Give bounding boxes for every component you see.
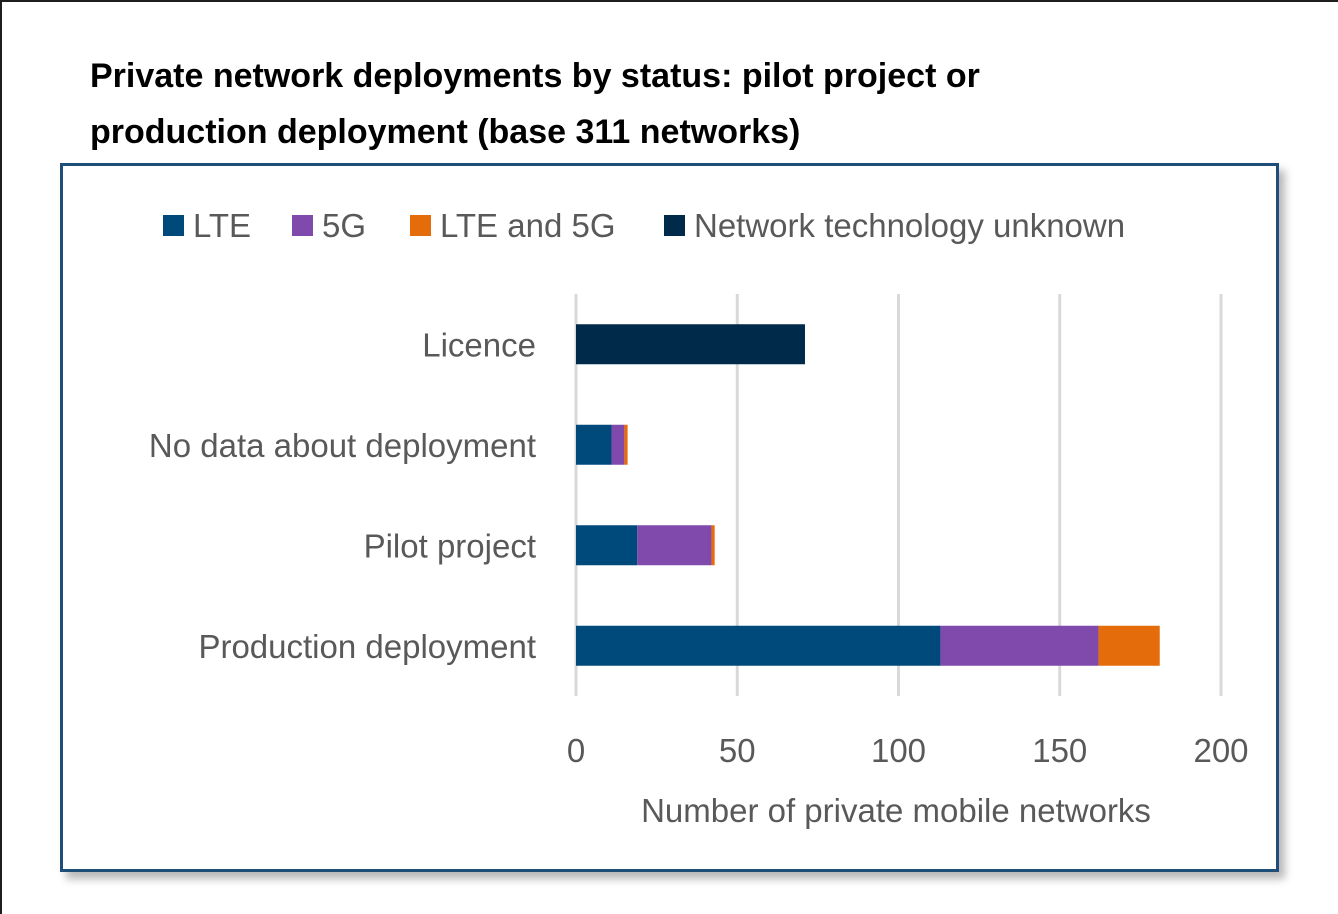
category-label: Licence <box>422 326 536 363</box>
x-tick-label: 50 <box>719 732 756 769</box>
legend-label: 5G <box>322 207 366 244</box>
figure-title-line-2: production deployment (base 311 networks… <box>90 113 801 151</box>
legend-label: LTE and 5G <box>440 207 616 244</box>
bar-segment-lte-pilot-project <box>576 525 638 566</box>
figure-title: Private network deployments by status: p… <box>90 48 1190 160</box>
chart-box: LTE 5G LTE and 5G Network technology unknow… <box>60 163 1279 872</box>
category-label: Pilot project <box>364 527 536 564</box>
bar-segment-lte-production-deployment <box>576 625 941 666</box>
legend-label: Network technology unknown <box>694 207 1125 244</box>
category-label: No data about deployment <box>149 427 536 464</box>
legend-item-lte: LTE <box>163 207 251 244</box>
legend-item-lte-and-5g: LTE and 5G <box>410 207 616 244</box>
x-tick-label: 150 <box>1032 732 1087 769</box>
legend-swatch <box>410 215 431 236</box>
bar-segment-5g-production-deployment <box>940 625 1099 666</box>
bar-segment-lte-no-data-about-deployment <box>576 424 612 465</box>
x-axis-title: Number of private mobile networks <box>641 792 1151 829</box>
category-labels: Licence No data about deployment Pilot pro… <box>149 326 536 665</box>
x-tick-label: 0 <box>567 732 585 769</box>
x-tick-label: 200 <box>1193 732 1248 769</box>
category-label: Production deployment <box>198 628 536 665</box>
legend-label: LTE <box>193 207 251 244</box>
legend-item-network-technology-unknown: Network technology unknown <box>664 207 1125 244</box>
x-tick-labels: 0 50 100 150 200 <box>567 732 1249 769</box>
bar-segment-network-technology-unknown-licence <box>576 324 805 365</box>
bar-segment-5g-no-data-about-deployment <box>611 424 625 465</box>
figure-title-line-1: Private network deployments by status: p… <box>90 57 980 95</box>
legend-item-5g: 5G <box>292 207 366 244</box>
legend-swatch <box>664 215 685 236</box>
bar-segment-lte-and-5g-production-deployment <box>1098 625 1160 666</box>
bar-segment-lte-and-5g-no-data-about-deployment <box>624 424 628 465</box>
legend-swatch <box>292 215 313 236</box>
bar-segment-lte-and-5g-pilot-project <box>711 525 715 566</box>
bar-segment-5g-pilot-project <box>637 525 712 566</box>
x-tick-label: 100 <box>871 732 926 769</box>
legend: LTE 5G LTE and 5G Network technology unknow… <box>163 207 1125 244</box>
bars <box>576 324 1160 666</box>
stacked-bar-chart: LTE 5G LTE and 5G Network technology unknow… <box>149 207 1249 829</box>
legend-swatch <box>163 215 184 236</box>
